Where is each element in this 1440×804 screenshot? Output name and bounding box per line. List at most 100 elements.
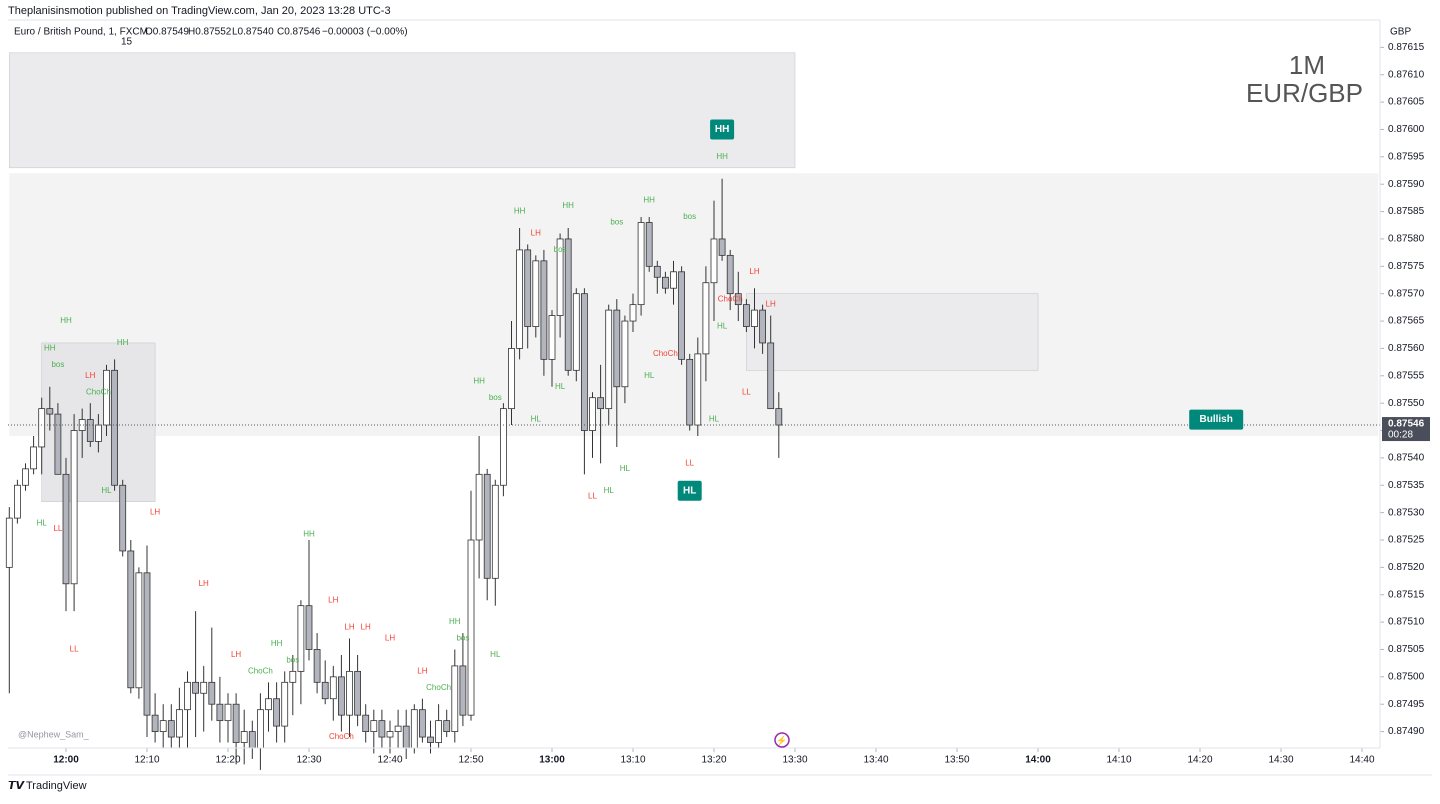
candle-body [483, 473, 491, 579]
candle-body [362, 714, 370, 732]
candle-body [248, 731, 256, 749]
structure-label: LH [766, 300, 776, 309]
candle-body [281, 681, 289, 727]
candle-body [167, 720, 175, 738]
candles [5, 178, 783, 770]
candle-body [451, 665, 459, 732]
candle-body [200, 681, 208, 694]
structure-label: LL [588, 491, 597, 500]
structure-label: LL [685, 458, 694, 467]
candle-body [370, 720, 378, 732]
ohlc-high: H0.87552 [188, 27, 232, 38]
y-tick-label: 0.87595 [1388, 151, 1425, 162]
candle-body [95, 424, 102, 442]
candle-body [662, 276, 669, 289]
y-tick-label: 0.87520 [1388, 562, 1425, 573]
alert-icon-glyph[interactable]: ⚡ [776, 734, 787, 746]
candle-body [175, 709, 183, 738]
structure-label: bos [610, 218, 623, 227]
counter: 15 [121, 37, 133, 48]
y-tick-label: 0.87530 [1388, 507, 1425, 518]
structure-label: bos [456, 634, 469, 643]
x-tick-label: 13:40 [863, 755, 888, 766]
candle-body [22, 468, 29, 486]
candle-body [119, 484, 127, 552]
candle-body [499, 408, 507, 486]
candle-body [491, 484, 499, 579]
structure-label: HL [490, 650, 501, 659]
structure-label: HH [117, 338, 129, 347]
candle-body [597, 397, 604, 410]
structure-label: HH [514, 207, 526, 216]
candle-body [38, 408, 46, 448]
y-tick-label: 0.87555 [1388, 370, 1425, 381]
candle-body [629, 304, 637, 322]
candle-body [5, 517, 13, 568]
x-tick-label: 14:10 [1106, 755, 1131, 766]
structure-label: HH [643, 196, 655, 205]
candle-body [346, 670, 353, 716]
y-tick-label: 0.87535 [1388, 480, 1425, 491]
alert-icon[interactable] [774, 732, 790, 748]
structure-label: LH [85, 371, 95, 380]
structure-label: HH [473, 376, 485, 385]
candle-body [402, 725, 410, 749]
candle-body [678, 271, 685, 360]
last-price-box [1382, 417, 1430, 442]
badge-label: HH [715, 124, 729, 135]
x-tick-label: 12:10 [134, 755, 159, 766]
structure-label: bos [286, 656, 299, 665]
structure-label: LL [70, 645, 79, 654]
x-tick-label: 14:20 [1187, 755, 1212, 766]
candle-body [103, 369, 110, 426]
candle-body [30, 446, 38, 470]
ohlc-low: L0.87540 [232, 27, 274, 38]
candle-body [508, 348, 515, 410]
y-tick-label: 0.87580 [1388, 234, 1425, 245]
y-tick-label: 0.87615 [1388, 42, 1425, 53]
y-tick-label: 0.87550 [1388, 398, 1425, 409]
candle-body [329, 676, 337, 700]
countdown: 00:28 [1388, 430, 1413, 441]
candle-body [524, 249, 532, 327]
candle-body [475, 473, 483, 541]
candle-body [775, 408, 783, 426]
x-tick-label: 13:30 [782, 755, 807, 766]
structure-label: LH [361, 623, 371, 632]
candle-body [467, 539, 475, 716]
candle-body [192, 681, 200, 694]
x-tick-label: 14:40 [1349, 755, 1374, 766]
candle-body [127, 550, 135, 689]
candle-body [743, 304, 750, 327]
candle-body [159, 720, 167, 732]
structure-label: LL [53, 524, 62, 533]
candle-body [410, 709, 418, 749]
structure-label: HL [644, 371, 655, 380]
candle-body [556, 238, 564, 316]
currency: GBP [1390, 27, 1411, 38]
x-tick-label: 12:30 [296, 755, 321, 766]
candle-body [216, 703, 224, 722]
structure-label: LH [199, 579, 209, 588]
candle-body [589, 397, 596, 431]
structure-label: HL [604, 486, 615, 495]
candle-body [394, 725, 402, 732]
x-tick-label: 13:20 [701, 755, 726, 766]
badge [710, 119, 735, 140]
structure-label: HL [101, 486, 112, 495]
ohlc-change: −0.00003 (−0.00%) [322, 27, 408, 38]
candle-body [62, 473, 70, 585]
structure-label: HL [37, 519, 48, 528]
zone [9, 173, 1379, 436]
y-tick-label: 0.87600 [1388, 124, 1425, 135]
watermark-pair: EUR/GBP [1246, 78, 1363, 108]
y-tick-label: 0.87560 [1388, 343, 1425, 354]
structure-label: ChoCh [653, 349, 678, 358]
zones [9, 52, 1379, 502]
candle-body [13, 484, 21, 519]
structure-label: HL [620, 464, 631, 473]
y-tick-label: 0.87505 [1388, 644, 1425, 655]
y-tick-label: 0.87605 [1388, 97, 1425, 108]
candle-body [443, 720, 451, 732]
